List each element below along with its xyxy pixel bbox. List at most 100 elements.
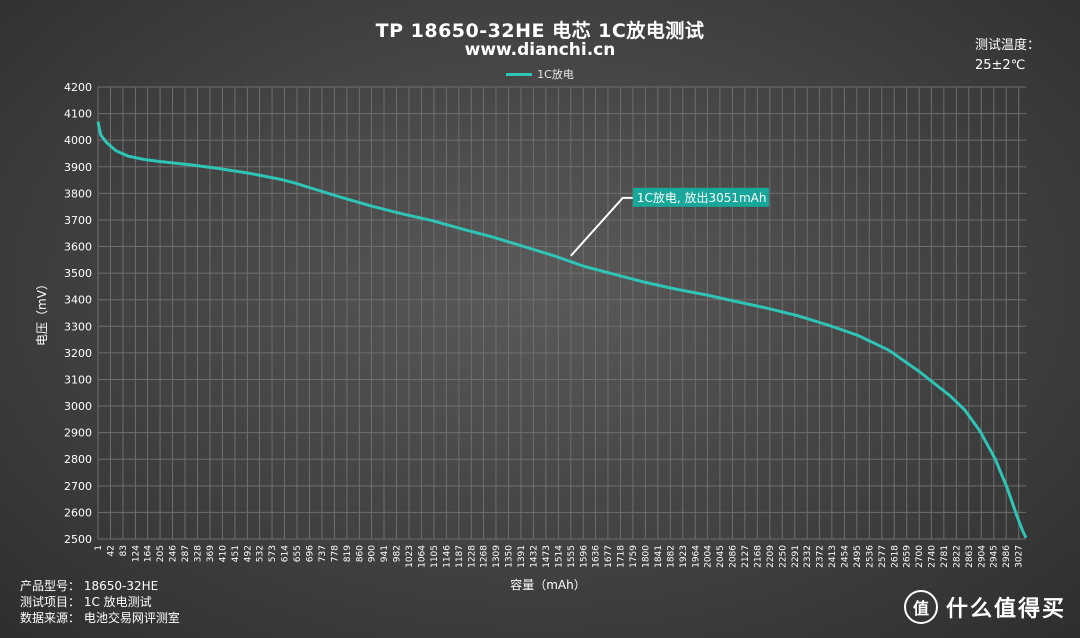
chart-subtitle: www.dianchi.cn (464, 40, 616, 60)
x-tick-label: 1473 (542, 545, 552, 568)
x-axis-label: 容量（mAh） (510, 577, 586, 592)
x-tick-label: 2577 (878, 545, 888, 568)
x-tick-label: 2045 (716, 545, 726, 568)
x-tick-label: 1105 (430, 545, 440, 568)
y-tick-label: 2600 (64, 506, 92, 519)
x-tick-label: 124 (131, 545, 141, 562)
x-tick-label: 1064 (417, 545, 427, 568)
temp-value: 25±2℃ (974, 58, 1026, 73)
x-tick-label: 328 (193, 545, 203, 562)
chart-title: TP 18650-32HE 电芯 1C放电测试 (375, 20, 705, 42)
x-tick-label: 1228 (467, 545, 477, 568)
x-tick-label: 2822 (952, 545, 962, 568)
y-tick-label: 3400 (64, 294, 92, 307)
x-tick-label: 2863 (965, 545, 975, 568)
x-tick-label: 532 (256, 545, 266, 562)
x-tick-label: 1432 (529, 545, 539, 568)
x-tick-label: 819 (343, 545, 353, 562)
x-tick-label: 696 (305, 545, 315, 562)
y-axis-label: 电压（mV） (35, 278, 49, 346)
x-tick-label: 1636 (591, 545, 601, 568)
x-tick-label: 1350 (504, 545, 514, 568)
y-tick-label: 2900 (64, 427, 92, 440)
series-line-1c (96, 121, 1028, 539)
x-tick-label: 164 (144, 545, 154, 562)
x-tick-label: 1800 (641, 545, 651, 568)
x-tick-label: 83 (119, 545, 129, 556)
x-tick-label: 1841 (654, 545, 664, 568)
logo-icon: 值 (903, 590, 938, 624)
annotation-box (632, 187, 769, 207)
y-tick-label: 4000 (64, 134, 92, 147)
x-tick-label: 2781 (940, 545, 950, 568)
x-tick-label: 287 (181, 545, 191, 562)
x-tick-label: 1268 (480, 545, 490, 568)
info-test-item: 测试项目： 1C 放电测试 (20, 595, 152, 609)
annotation: 1C放电, 放出3051mAh (570, 187, 769, 257)
x-tick-label: 2700 (915, 545, 925, 568)
test-info: 产品型号： 18650-32HE 测试项目： 1C 放电测试 数据来源： 电池交… (20, 578, 180, 626)
temp-label: 测试温度： (974, 38, 1040, 53)
x-tick-label: 1677 (604, 545, 614, 568)
x-tick-label: 1187 (455, 545, 465, 568)
x-tick-label: 573 (268, 545, 278, 562)
x-tick-label: 1555 (567, 545, 577, 568)
y-tick-label: 3800 (64, 187, 92, 200)
y-tick-label: 4100 (64, 108, 92, 121)
x-tick-label: 2904 (977, 545, 987, 568)
x-tick-label: 2086 (728, 545, 738, 568)
x-tick-label: 1882 (666, 545, 676, 568)
x-tick-label: 1 (94, 545, 104, 551)
x-tick-label: 1923 (679, 545, 689, 568)
x-tick-label: 2495 (853, 545, 863, 568)
x-tick-label: 2945 (990, 545, 1000, 568)
x-tick-label: 2659 (903, 545, 913, 568)
x-tick-label: 1146 (442, 545, 452, 568)
y-tick-labels: 4200 4100 4000 3900 3800 3700 3600 3500 3400 3300… (64, 81, 92, 546)
x-tick-label: 2986 (1002, 545, 1012, 568)
y-tick-label: 3700 (64, 214, 92, 227)
x-tick-label: 2209 (766, 545, 776, 568)
x-tick-label: 2127 (741, 545, 751, 568)
x-tick-label: 737 (318, 545, 328, 562)
x-tick-label: 205 (156, 545, 166, 562)
x-tick-label: 2413 (828, 545, 838, 568)
legend-label: 1C放电 (537, 68, 574, 81)
x-tick-label: 1309 (492, 545, 502, 568)
y-tick-label: 3900 (64, 161, 92, 174)
x-tick-label: 451 (231, 545, 241, 562)
x-tick-label: 1596 (579, 545, 589, 568)
y-tick-label: 3100 (64, 373, 92, 386)
x-tick-label: 900 (368, 545, 378, 562)
x-tick-label: 2536 (865, 545, 875, 568)
legend: 1C放电 (0, 66, 1080, 82)
x-tick-label: 1391 (517, 545, 527, 568)
x-tick-label: 2250 (778, 545, 788, 568)
y-tick-label: 3000 (64, 400, 92, 413)
x-tick-label: 492 (243, 545, 253, 562)
x-tick-label: 1759 (629, 545, 639, 568)
x-tick-label: 2168 (753, 545, 763, 568)
x-tick-label: 2004 (703, 545, 713, 568)
x-tick-label: 2618 (890, 545, 900, 568)
y-tick-label: 2700 (64, 480, 92, 493)
x-tick-label: 410 (218, 545, 228, 562)
x-tick-label: 614 (281, 545, 291, 562)
x-tick-label: 1023 (405, 545, 415, 568)
x-tick-label: 2372 (815, 545, 825, 568)
x-tick-label: 2291 (791, 545, 801, 568)
info-source: 数据来源： 电池交易网评测室 (20, 611, 180, 625)
x-tick-label: 1964 (691, 545, 701, 568)
test-temperature: 测试温度： 25±2℃ (975, 36, 1040, 76)
info-model: 产品型号： 18650-32HE (20, 579, 159, 593)
grid-lines (97, 86, 1026, 540)
x-tick-label: 941 (380, 545, 390, 562)
x-tick-label: 42 (106, 545, 116, 556)
y-tick-label: 3500 (64, 267, 92, 280)
x-tick-label: 246 (169, 545, 179, 562)
x-tick-label: 2332 (803, 545, 813, 568)
y-tick-label: 2800 (64, 453, 92, 466)
x-tick-label: 1514 (554, 545, 564, 568)
x-tick-label: 655 (293, 545, 303, 562)
